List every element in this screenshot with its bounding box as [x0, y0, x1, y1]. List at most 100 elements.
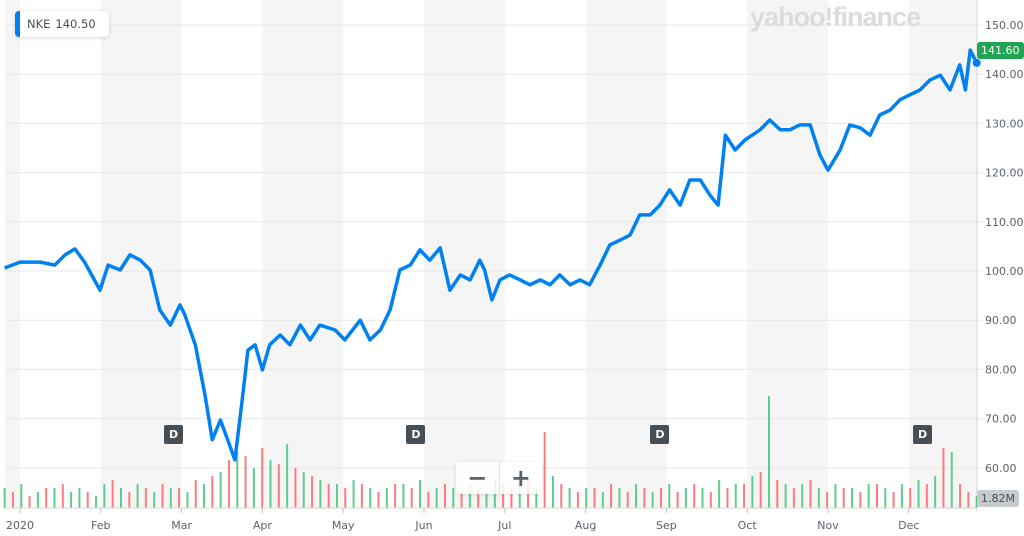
volume-bar: [244, 456, 247, 508]
volume-bar: [834, 484, 837, 508]
volume-bar: [153, 492, 156, 508]
dividend-marker[interactable]: D: [650, 425, 670, 444]
volume-bar: [568, 488, 571, 508]
y-tick-label: 80.00: [985, 363, 1017, 376]
volume-bar: [485, 492, 488, 508]
volume-bar: [402, 484, 405, 508]
x-tick-label: Aug: [575, 519, 596, 532]
volume-bar: [643, 488, 646, 508]
x-tick-label: Sep: [656, 519, 677, 532]
y-tick-label: 120.00: [985, 167, 1024, 180]
volume-bar: [128, 492, 131, 508]
volume-bar: [286, 444, 289, 508]
volume-bar: [959, 484, 962, 508]
volume-bar: [734, 484, 737, 508]
volume-bar: [751, 476, 754, 508]
volume-bar: [327, 484, 330, 508]
volume-bar: [344, 488, 347, 508]
volume-bar: [493, 480, 496, 508]
volume-bar: [925, 484, 928, 508]
zoom-controls: − +: [456, 462, 542, 494]
volume-bar: [294, 468, 297, 508]
volume-bar: [178, 488, 181, 508]
volume-bar: [618, 488, 621, 508]
volume-bar: [718, 480, 721, 508]
volume-bar: [119, 488, 122, 508]
x-tick-label: Jun: [414, 519, 432, 532]
volume-bar: [743, 484, 746, 508]
dividend-marker[interactable]: D: [913, 425, 933, 444]
dividend-marker[interactable]: D: [406, 425, 426, 444]
volume-bar: [136, 484, 139, 508]
x-tick-label: Nov: [817, 519, 839, 532]
zoom-in-button[interactable]: +: [498, 462, 543, 494]
volume-bar: [950, 452, 953, 508]
volume-bar: [759, 472, 762, 508]
volume-bar: [510, 488, 513, 508]
volume-bar: [626, 492, 629, 508]
volume-bar: [219, 472, 222, 508]
y-tick-label: 150.00: [985, 19, 1024, 32]
volume-bar: [20, 484, 23, 508]
volume-bar: [319, 480, 322, 508]
month-band: [100, 0, 182, 508]
volume-bar: [460, 492, 463, 508]
x-tick-label: Oct: [738, 519, 758, 532]
volume-bar: [277, 464, 280, 508]
volume-bar: [3, 488, 6, 508]
volume-bar: [95, 496, 98, 508]
volume-bar: [967, 492, 970, 508]
volume-bar: [909, 488, 912, 508]
x-tick-label: May: [332, 519, 355, 532]
volume-bar: [252, 468, 255, 508]
volume-bar: [335, 484, 338, 508]
volume-bar: [776, 480, 779, 508]
volume-bar: [593, 488, 596, 508]
volume-bar: [942, 448, 945, 508]
volume-bar: [809, 480, 812, 508]
volume-bar: [377, 492, 380, 508]
logo-text: yahoo!finance: [750, 2, 921, 32]
volume-bar: [867, 484, 870, 508]
month-band: [585, 0, 667, 508]
current-price-tag: 141.60: [977, 42, 1024, 59]
volume-bar: [410, 488, 413, 508]
volume-bar: [535, 488, 538, 508]
volume-bar: [884, 488, 887, 508]
volume-bar: [601, 492, 604, 508]
volume-bar: [427, 492, 430, 508]
zoom-out-button[interactable]: −: [467, 464, 488, 492]
y-tick-label: 130.00: [985, 117, 1024, 130]
volume-bar: [709, 492, 712, 508]
volume-bar: [502, 484, 505, 508]
volume-bar: [194, 480, 197, 508]
volume-bar: [576, 492, 579, 508]
volume-bar: [186, 492, 189, 508]
y-tick-label: 60.00: [985, 462, 1017, 475]
volume-bar: [452, 488, 455, 508]
x-tick-label: Apr: [253, 519, 273, 532]
volume-bar: [86, 492, 89, 508]
volume-bar: [311, 476, 314, 508]
volume-bar: [917, 480, 920, 508]
x-tick-label: Dec: [898, 519, 919, 532]
volume-bar: [826, 492, 829, 508]
volume-bar: [518, 484, 521, 508]
y-tick-label: 140.00: [985, 68, 1024, 81]
volume-bar: [801, 484, 804, 508]
dividend-marker[interactable]: D: [164, 425, 184, 444]
volume-bar: [527, 480, 530, 508]
volume-bar: [784, 484, 787, 508]
x-tick-label: Feb: [91, 519, 110, 532]
volume-bar: [369, 488, 372, 508]
volume-bar: [227, 460, 230, 508]
volume-bar: [817, 488, 820, 508]
volume-bar: [78, 488, 81, 508]
volume-bar: [103, 484, 106, 508]
volume-bar: [302, 472, 305, 508]
volume-bar: [61, 484, 64, 508]
volume-bar: [551, 476, 554, 508]
volume-bar: [435, 488, 438, 508]
volume-bar: [144, 488, 147, 508]
